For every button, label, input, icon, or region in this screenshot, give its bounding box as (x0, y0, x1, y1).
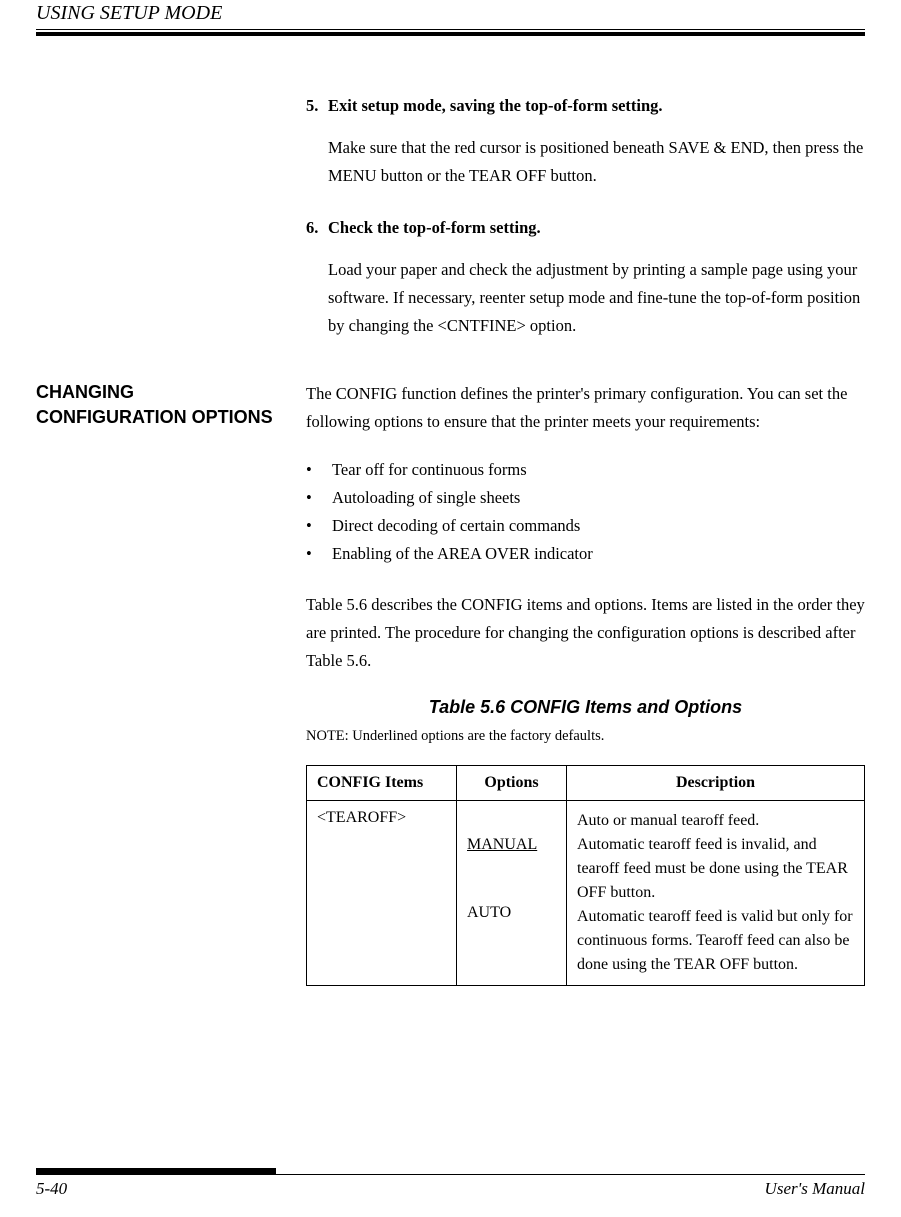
step-6-number: 6. (306, 218, 328, 238)
cell-options: MANUAL AUTO (457, 800, 567, 985)
running-head: USING SETUP MODE (36, 0, 865, 27)
body-row-steps: 5. Exit setup mode, saving the top-of-fo… (36, 36, 865, 340)
section-para-1: The CONFIG function defines the printer'… (306, 380, 865, 436)
desc-block-1: Automatic tearoff feed is invalid, and t… (577, 833, 854, 905)
section-para-2: Table 5.6 describes the CONFIG items and… (306, 591, 865, 675)
section-heading-col: CHANGING CONFIGURATION OPTIONS (36, 340, 306, 985)
body-row-section: CHANGING CONFIGURATION OPTIONS The CONFI… (36, 340, 865, 985)
th-config-items: CONFIG Items (307, 765, 457, 800)
bullet-3-text: Direct decoding of certain commands (332, 512, 580, 540)
left-gutter (36, 36, 306, 340)
bullet-dot-icon: • (306, 540, 332, 568)
bullet-1: • Tear off for continuous forms (306, 456, 865, 484)
page-footer: 5-40 User's Manual (36, 1168, 865, 1199)
header-rule-thin (36, 29, 865, 30)
bullet-4: • Enabling of the AREA OVER indicator (306, 540, 865, 568)
section-heading: CHANGING CONFIGURATION OPTIONS (36, 380, 294, 430)
table-row: <TEAROFF> MANUAL AUTO (307, 800, 865, 985)
step-5-body: Make sure that the red cursor is positio… (328, 134, 865, 190)
footer-line: 5-40 User's Manual (36, 1174, 865, 1199)
bullet-2-text: Autoloading of single sheets (332, 484, 520, 512)
page: USING SETUP MODE 5. Exit setup mode, sav… (0, 0, 901, 1217)
bullet-dot-icon: • (306, 484, 332, 512)
desc-line-1: Auto or manual tearoff feed. (577, 809, 854, 833)
cell-item: <TEAROFF> (307, 800, 457, 985)
th-options: Options (457, 765, 567, 800)
step-5-title: Exit setup mode, saving the top-of-form … (328, 96, 865, 116)
manual-label: User's Manual (765, 1179, 865, 1199)
bullet-dot-icon: • (306, 512, 332, 540)
step-5-head: 5. Exit setup mode, saving the top-of-fo… (306, 96, 865, 116)
step-5: 5. Exit setup mode, saving the top-of-fo… (306, 96, 865, 190)
config-table: CONFIG Items Options Description <TEAROF… (306, 765, 865, 986)
desc-block-2: Automatic tearoff feed is valid but only… (577, 905, 854, 977)
step-6-body: Load your paper and check the adjustment… (328, 256, 865, 340)
opt-spacer (467, 809, 556, 833)
section-body-col: The CONFIG function defines the printer'… (306, 340, 865, 985)
bullet-list: • Tear off for continuous forms • Autolo… (306, 456, 865, 568)
page-number: 5-40 (36, 1179, 67, 1199)
th-description: Description (567, 765, 865, 800)
page-header: USING SETUP MODE (36, 0, 865, 36)
opt-gap (467, 857, 556, 877)
section-heading-line1: CHANGING (36, 380, 294, 405)
table-note: NOTE: Underlined options are the factory… (306, 728, 865, 745)
step-5-number: 5. (306, 96, 328, 116)
section-heading-line2: CONFIGURATION OPTIONS (36, 405, 294, 430)
bullet-3: • Direct decoding of certain commands (306, 512, 865, 540)
bullet-1-text: Tear off for continuous forms (332, 456, 527, 484)
step-6-head: 6. Check the top-of-form setting. (306, 218, 865, 238)
steps-column: 5. Exit setup mode, saving the top-of-fo… (306, 36, 865, 340)
cell-description: Auto or manual tearoff feed. Automatic t… (567, 800, 865, 985)
opt-spacer (467, 877, 556, 901)
option-manual: MANUAL (467, 833, 556, 857)
bullet-2: • Autoloading of single sheets (306, 484, 865, 512)
bullet-4-text: Enabling of the AREA OVER indicator (332, 540, 593, 568)
table-header-row: CONFIG Items Options Description (307, 765, 865, 800)
step-6: 6. Check the top-of-form setting. Load y… (306, 218, 865, 340)
table-caption: Table 5.6 CONFIG Items and Options (306, 697, 865, 718)
step-6-title: Check the top-of-form setting. (328, 218, 865, 238)
bullet-dot-icon: • (306, 456, 332, 484)
option-auto: AUTO (467, 901, 556, 925)
